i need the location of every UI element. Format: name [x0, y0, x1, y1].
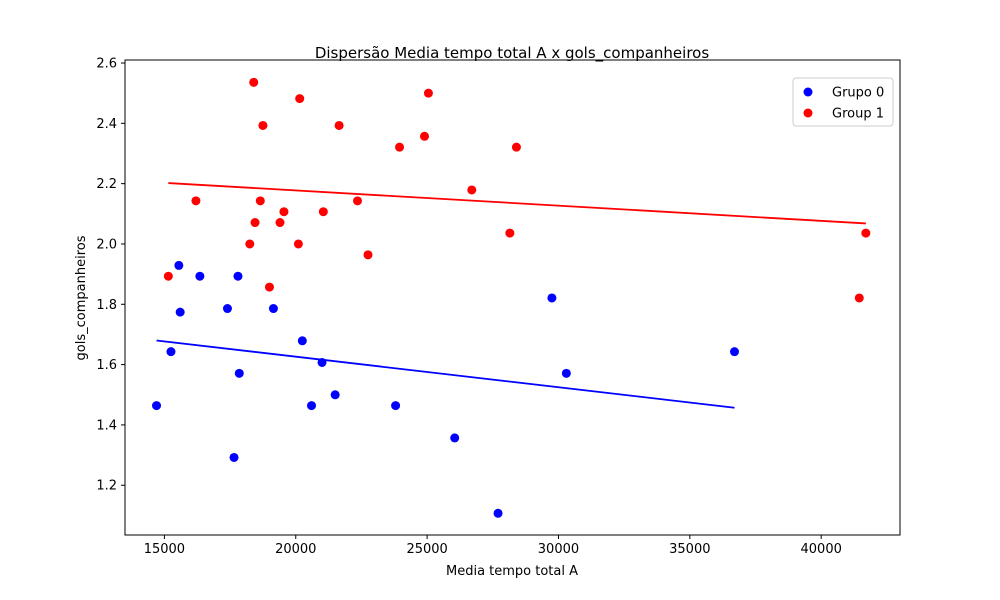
data-point [307, 401, 317, 411]
data-point [423, 88, 433, 98]
y-tick-label: 2.2 [96, 177, 117, 192]
legend: Grupo 0 Group 1 [792, 77, 894, 127]
data-point [450, 433, 460, 443]
data-point [233, 271, 243, 281]
x-tick-label: 40000 [801, 542, 842, 557]
data-point [264, 282, 274, 292]
x-tick-label: 25000 [406, 542, 447, 557]
x-tick-label: 30000 [538, 542, 579, 557]
x-axis-label: Media tempo total A [446, 564, 578, 579]
data-point [547, 293, 557, 303]
data-point [295, 94, 305, 104]
trend-line [156, 339, 735, 409]
y-tick-label: 2.0 [96, 237, 117, 252]
data-point [363, 250, 373, 260]
data-point [561, 368, 571, 378]
x-tick-label: 20000 [275, 542, 316, 557]
data-point [318, 207, 328, 217]
legend-marker [803, 108, 813, 118]
y-tick-label: 2.4 [96, 117, 117, 132]
data-point [174, 260, 184, 270]
y-tick-label: 1.8 [96, 298, 117, 313]
data-point [467, 185, 477, 195]
data-point [163, 271, 173, 281]
data-point [195, 271, 205, 281]
axis-ticks: 15000 20000 25000 30000 35000 40000 1.2 1.4 1.6 1… [96, 57, 842, 557]
data-point [391, 401, 401, 411]
series-0 [152, 260, 739, 518]
data-point [861, 228, 871, 238]
data-point [258, 120, 268, 130]
data-point [353, 196, 362, 206]
data-point [268, 304, 278, 314]
data-point [293, 239, 303, 249]
data-point [297, 336, 307, 346]
data-point [275, 218, 285, 228]
y-tick-label: 1.4 [96, 418, 117, 433]
data-point [222, 304, 232, 314]
legend-marker [803, 87, 813, 97]
trend-line [168, 182, 866, 225]
chart-title: Dispersão Media tempo total A x gols_com… [315, 44, 710, 63]
data-point [255, 196, 265, 206]
x-tick-label: 15000 [144, 542, 185, 557]
y-tick-label: 2.6 [96, 57, 117, 72]
y-tick-label: 1.6 [96, 358, 117, 373]
data-point [249, 77, 259, 87]
legend-label: Group 1 [832, 107, 884, 122]
data-point [234, 368, 244, 378]
data-point [334, 120, 344, 130]
legend-label: Grupo 0 [832, 86, 884, 101]
data-point [229, 452, 239, 462]
series-1 [163, 77, 871, 303]
data-point [191, 196, 201, 206]
data-point [175, 307, 185, 317]
y-tick-label: 1.2 [96, 479, 117, 494]
plot-area [152, 77, 871, 518]
data-point [854, 293, 864, 303]
data-point [493, 508, 503, 518]
data-point [395, 142, 405, 152]
data-point [505, 228, 515, 238]
y-axis-label: gols_companheiros [74, 235, 89, 360]
x-tick-label: 35000 [669, 542, 710, 557]
axes-frame [124, 59, 901, 536]
data-point [245, 239, 255, 249]
data-point [330, 390, 340, 400]
data-point [250, 218, 260, 228]
data-point [166, 347, 176, 357]
data-point [511, 142, 521, 152]
data-point [729, 347, 739, 357]
legend-box [792, 77, 894, 127]
data-point [419, 131, 429, 141]
data-point [152, 401, 162, 411]
data-point [279, 207, 289, 217]
